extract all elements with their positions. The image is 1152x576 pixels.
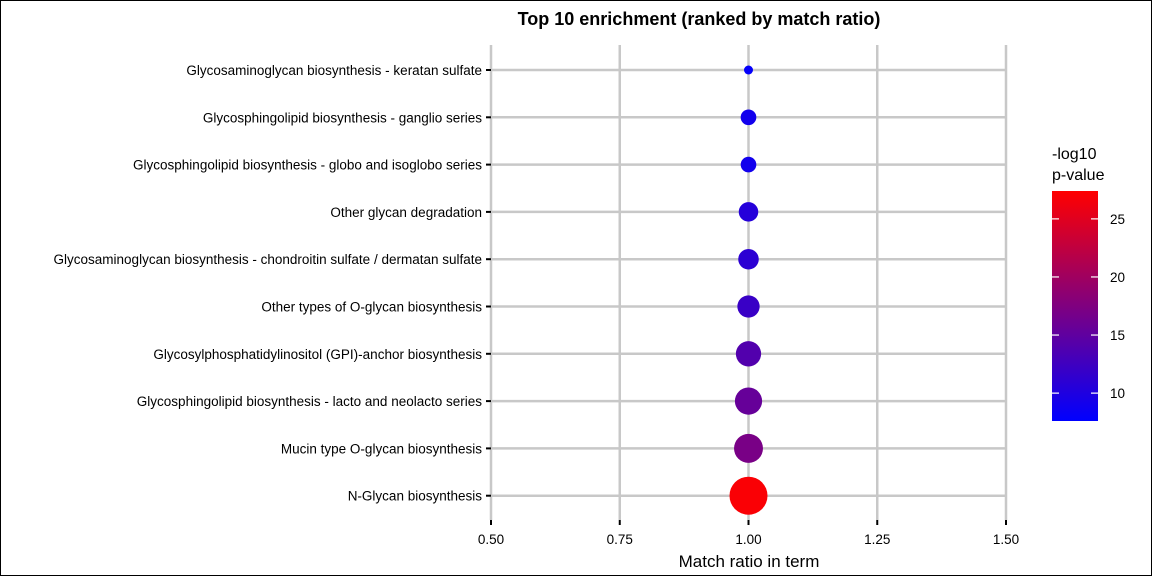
- legend-tick-label: 25: [1110, 212, 1125, 227]
- x-tick-label: 0.50: [478, 532, 504, 547]
- data-points: [729, 65, 768, 515]
- chart-title: Top 10 enrichment (ranked by match ratio…: [518, 9, 881, 29]
- y-tick-label: Other glycan degradation: [330, 205, 482, 220]
- legend-tick-label: 20: [1110, 270, 1125, 285]
- y-tick-label: Other types of O-glycan biosynthesis: [261, 300, 482, 315]
- x-tick-label: 0.75: [607, 532, 633, 547]
- x-tick-label: 1.50: [993, 532, 1019, 547]
- data-point: [738, 248, 759, 270]
- data-point: [744, 65, 753, 75]
- data-point: [735, 341, 762, 367]
- legend-title-line-2: p-value: [1052, 167, 1105, 184]
- data-point: [740, 156, 757, 173]
- y-tick-label: N-Glycan biosynthesis: [348, 489, 483, 504]
- legend-colorbar: [1052, 191, 1098, 421]
- legend-tick-label: 10: [1110, 386, 1125, 401]
- x-tick-label: 1.00: [735, 532, 761, 547]
- data-point: [729, 476, 768, 515]
- y-axis: Glycosaminoglycan biosynthesis - keratan…: [54, 63, 491, 504]
- data-point: [740, 109, 757, 126]
- y-tick-label: Glycosphingolipid biosynthesis - globo a…: [133, 158, 482, 173]
- y-tick-label: Glycosaminoglycan biosynthesis - keratan…: [186, 63, 482, 78]
- x-axis: 0.50 0.75 1.00 1.25 1.50: [478, 520, 1019, 547]
- legend-ticks: 10 15 20 25: [1052, 212, 1125, 401]
- data-point: [737, 295, 760, 318]
- y-tick-label: Mucin type O-glycan biosynthesis: [281, 441, 482, 456]
- data-point: [734, 387, 763, 415]
- color-legend: -log10 p-value 10 15 20 25: [1052, 146, 1125, 421]
- y-tick-label: Glycosylphosphatidylinositol (GPI)-ancho…: [153, 347, 482, 362]
- x-axis-label: Match ratio in term: [679, 552, 820, 571]
- legend-tick-label: 15: [1110, 328, 1125, 343]
- y-tick-label: Glycosaminoglycan biosynthesis - chondro…: [54, 252, 482, 267]
- data-point: [738, 202, 759, 222]
- data-point: [734, 433, 763, 463]
- legend-title-line-1: -log10: [1052, 146, 1097, 163]
- x-tick-label: 1.25: [864, 532, 890, 547]
- y-tick-label: Glycosphingolipid biosynthesis - ganglio…: [203, 110, 482, 125]
- y-tick-label: Glycosphingolipid biosynthesis - lacto a…: [137, 394, 482, 409]
